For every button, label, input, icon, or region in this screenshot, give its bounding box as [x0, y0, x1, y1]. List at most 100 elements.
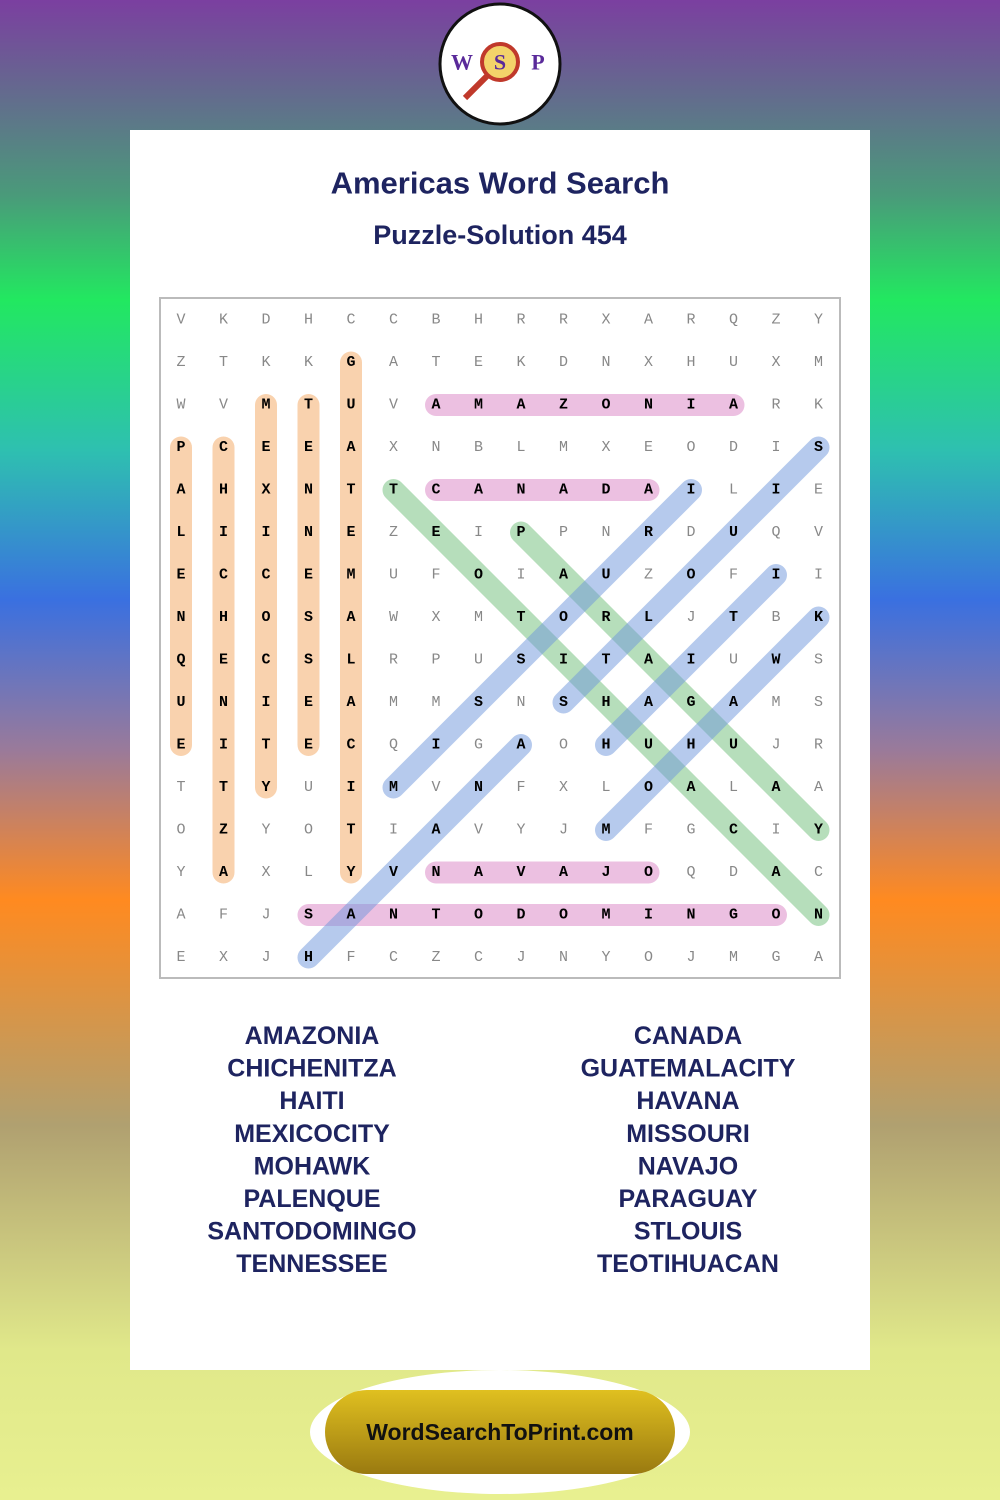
grid-letter: U	[729, 652, 738, 669]
logo-letter: P	[531, 50, 544, 75]
grid-letter: U	[176, 694, 185, 711]
grid-letter: M	[431, 694, 440, 711]
highlight	[595, 606, 830, 841]
grid-letter: F	[516, 779, 525, 796]
grid-letter: E	[176, 737, 185, 754]
site-button[interactable]	[325, 1390, 675, 1474]
grid-letter: M	[389, 779, 398, 796]
grid-letter: F	[346, 949, 355, 966]
grid-letter: A	[346, 439, 355, 456]
grid-letter: S	[814, 652, 823, 669]
grid-letter: D	[686, 524, 695, 541]
grid-letter: A	[346, 609, 355, 626]
grid: V K D H C C B H R R X A R Q Z Y Z T K K G A T E K D N X H U X M W V M T U V A M…	[176, 312, 823, 967]
highlight	[595, 564, 787, 756]
grid-letter: T	[346, 482, 355, 499]
grid-letter: X	[559, 779, 568, 796]
grid-letter: N	[601, 524, 610, 541]
grid-letter: X	[219, 949, 228, 966]
grid-letter: O	[176, 822, 185, 839]
grid-letter: N	[219, 694, 228, 711]
grid-letter: M	[474, 609, 483, 626]
grid-letter: X	[261, 864, 270, 881]
grid-letter: I	[389, 822, 398, 839]
grid-letter: N	[516, 694, 525, 711]
word: MISSOURI	[626, 1120, 750, 1148]
grid-letter: I	[771, 439, 780, 456]
grid-letter: A	[644, 482, 653, 499]
grid-letter: N	[304, 524, 313, 541]
word: PALENQUE	[243, 1185, 380, 1213]
grid-letter: Y	[814, 822, 823, 839]
grid-letter: D	[559, 354, 568, 371]
grid-letter: Z	[176, 354, 185, 371]
grid-letter: A	[729, 694, 738, 711]
site-link[interactable]: WordSearchToPrint.com	[366, 1419, 634, 1445]
grid-letter: M	[601, 822, 610, 839]
grid-letter: A	[346, 907, 355, 924]
logo-handle	[462, 73, 490, 101]
grid-letter: N	[559, 949, 568, 966]
grid-letter: C	[261, 652, 270, 669]
grid-letter: P	[516, 524, 525, 541]
word-list: AMAZONIA CHICHENITZA HAITI MEXICOCITY MOHAWK…	[207, 1022, 795, 1278]
grid-letter: I	[686, 482, 695, 499]
grid-letter: D	[261, 312, 270, 329]
grid-letter: K	[219, 312, 228, 329]
grid-letter: S	[474, 694, 483, 711]
grid-letter: T	[219, 354, 228, 371]
grid-letter: O	[601, 397, 610, 414]
grid-letter: N	[644, 397, 653, 414]
grid-letter: D	[601, 482, 610, 499]
grid-letter: C	[729, 822, 738, 839]
grid-letter: G	[474, 737, 483, 754]
grid-letter: C	[389, 949, 398, 966]
grid-letter: H	[219, 482, 228, 499]
grid-letter: O	[644, 779, 653, 796]
grid-letter: H	[601, 737, 610, 754]
grid-letter: I	[644, 907, 653, 924]
grid-letter: A	[219, 864, 228, 881]
word: HAITI	[279, 1087, 344, 1115]
highlight	[382, 479, 830, 926]
grid-letter: K	[814, 609, 823, 626]
grid-letter: Z	[559, 397, 568, 414]
grid-letter: J	[261, 949, 270, 966]
grid-letter: C	[346, 312, 355, 329]
highlights	[170, 351, 830, 969]
grid-letter: W	[176, 397, 185, 414]
word: CANADA	[634, 1022, 742, 1050]
grid-letter: Q	[176, 652, 185, 669]
grid-letter: M	[346, 567, 355, 584]
grid-letter: L	[644, 609, 653, 626]
grid-letter: T	[304, 397, 313, 414]
grid-letter: Q	[729, 312, 738, 329]
panel	[130, 130, 870, 1370]
grid-letter: M	[261, 397, 270, 414]
word: TENNESSEE	[236, 1250, 387, 1278]
grid-letter: A	[771, 864, 780, 881]
grid-letter: I	[474, 524, 483, 541]
word: MOHAWK	[254, 1152, 371, 1180]
grid-letter: U	[729, 354, 738, 371]
word: NAVAJO	[638, 1152, 738, 1180]
grid-letter: U	[644, 737, 653, 754]
word: STLOUIS	[634, 1218, 742, 1246]
grid-letter: I	[261, 694, 270, 711]
grid-letter: G	[686, 694, 695, 711]
logo-lens	[480, 42, 520, 82]
grid-letter: N	[686, 907, 695, 924]
grid-letter: E	[814, 482, 823, 499]
highlight	[552, 436, 830, 714]
grid-letter: C	[346, 737, 355, 754]
grid-letter: T	[346, 822, 355, 839]
grid-letter: N	[814, 907, 823, 924]
logo-letter: S	[494, 50, 506, 75]
grid-letter: A	[644, 652, 653, 669]
grid-letter: J	[559, 822, 568, 839]
grid-letter: R	[389, 652, 398, 669]
grid-letter: L	[304, 864, 313, 881]
grid-letter: I	[686, 397, 695, 414]
word: TEOTIHUACAN	[597, 1250, 779, 1278]
